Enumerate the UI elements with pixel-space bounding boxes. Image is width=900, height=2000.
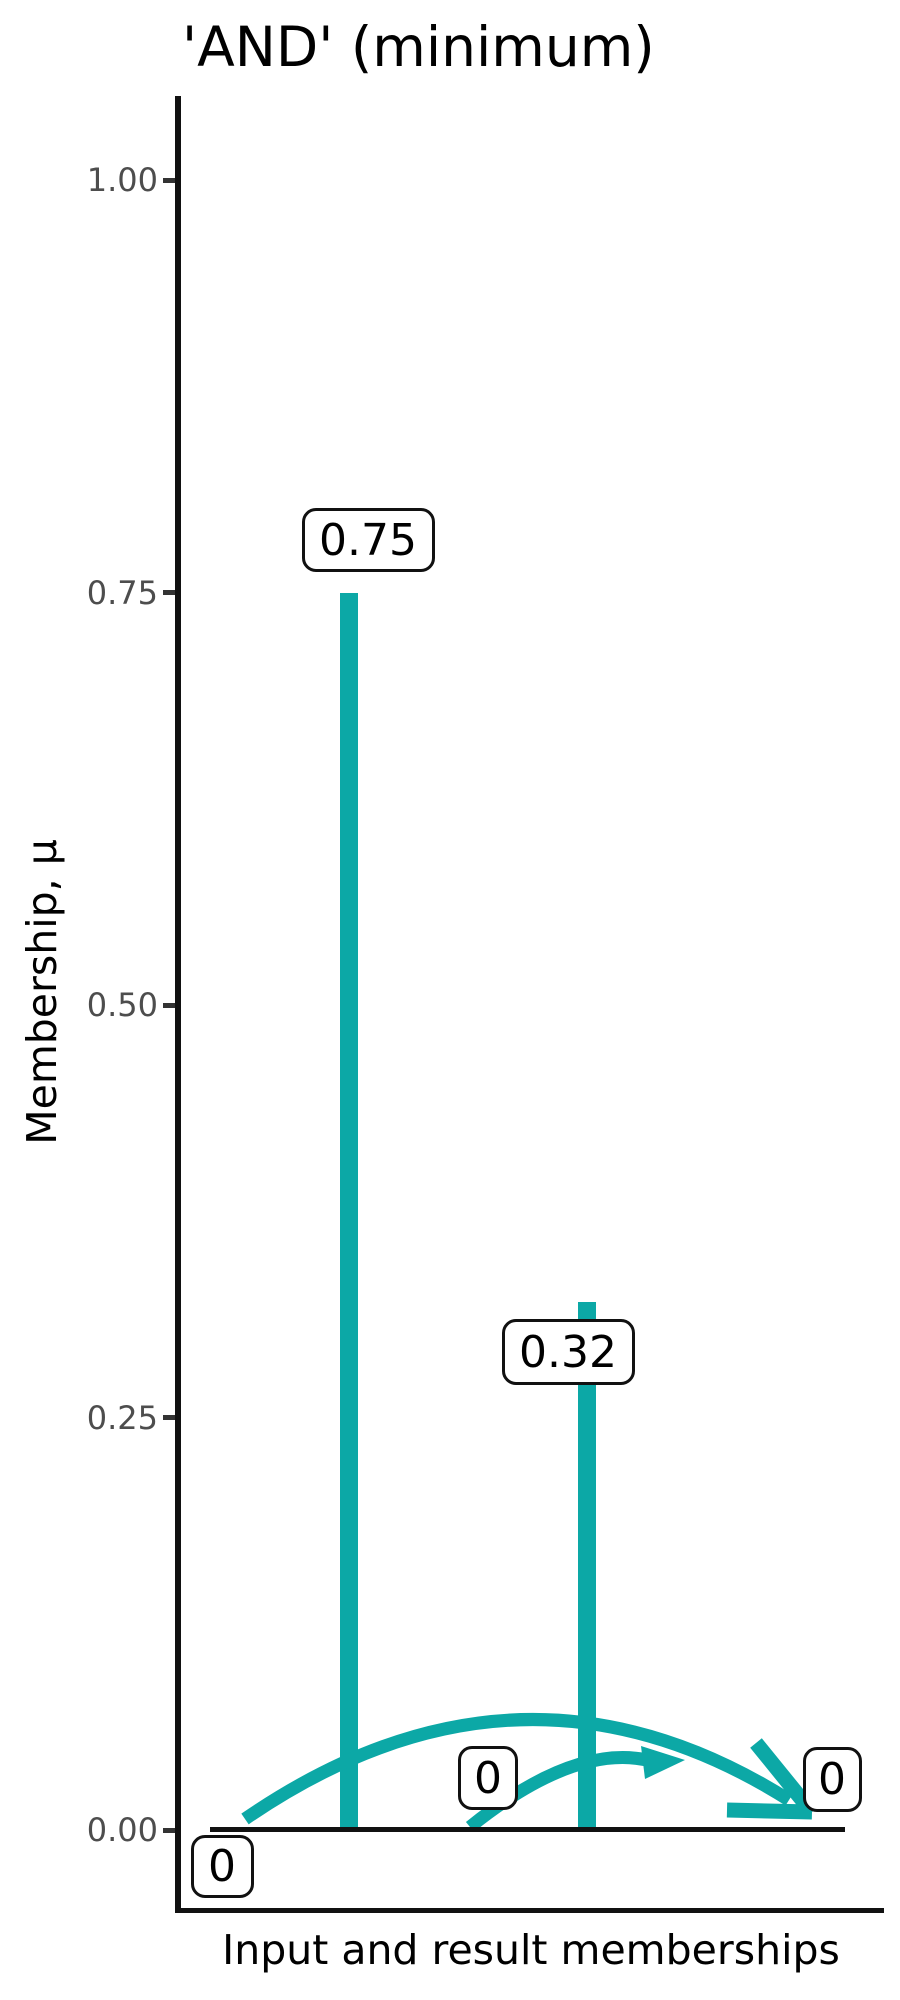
y-tick-label: 0.50 bbox=[86, 986, 158, 1024]
value-label-box: 0 bbox=[190, 1834, 254, 1898]
chart-title: 'AND' (minimum) bbox=[182, 15, 655, 79]
input-membership-1-bar bbox=[340, 592, 358, 1832]
zero-baseline bbox=[210, 1827, 845, 1832]
y-tick-label: 1.00 bbox=[86, 161, 158, 199]
y-tick-label: 0.25 bbox=[86, 1398, 158, 1437]
value-label-box: 0 bbox=[802, 1746, 862, 1812]
input-membership-2-bar bbox=[578, 1302, 596, 1832]
x-axis-title: Input and result memberships bbox=[222, 1926, 840, 1974]
value-label-box: 0 bbox=[458, 1746, 518, 1810]
x-axis-line bbox=[175, 1908, 884, 1913]
y-tick-mark bbox=[163, 1415, 178, 1420]
y-tick-mark bbox=[163, 177, 178, 183]
value-label-box: 0.32 bbox=[501, 1319, 635, 1385]
y-tick-mark bbox=[163, 1002, 178, 1008]
y-tick-mark bbox=[163, 1827, 178, 1833]
y-tick-mark bbox=[163, 590, 178, 595]
y-tick-label: 0.00 bbox=[86, 1811, 158, 1849]
arrow-2-head bbox=[641, 1746, 685, 1779]
y-tick-label: 0.75 bbox=[86, 573, 158, 612]
arrow-1-head bbox=[726, 1738, 818, 1820]
value-label-box: 0.75 bbox=[301, 508, 435, 572]
y-axis-line bbox=[175, 96, 181, 1913]
